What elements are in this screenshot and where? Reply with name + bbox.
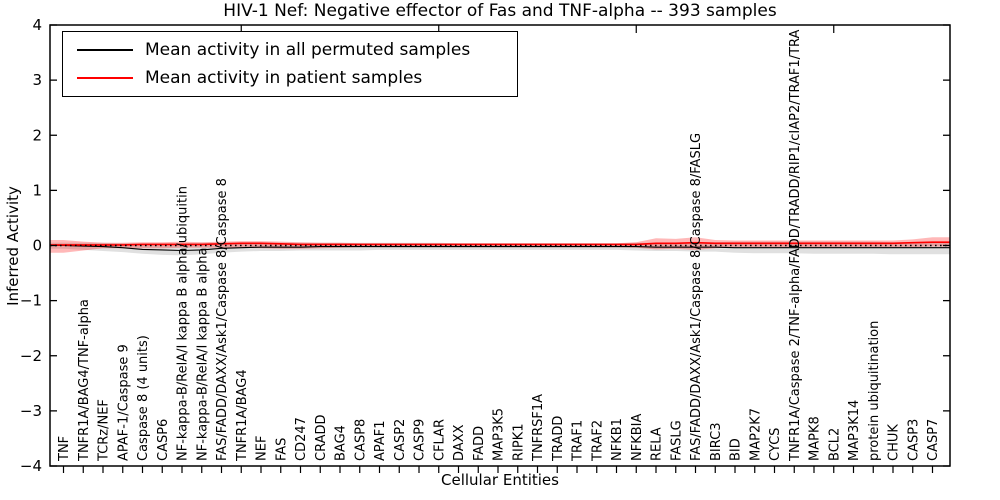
x-tick-label: NFKB1 <box>610 418 625 461</box>
x-tick-label: CASP6 <box>156 419 171 461</box>
x-tick-label: NFKBIA <box>630 414 645 461</box>
patient-mean-line <box>50 241 950 246</box>
permuted-mean-line <box>50 244 950 252</box>
y-tick-label: −1 <box>20 292 42 310</box>
x-tick-label: CASP2 <box>393 419 408 461</box>
x-tick-label: Caspase 8 (4 units) <box>136 335 151 461</box>
x-tick-label: BIRC3 <box>709 423 724 462</box>
x-tick-label: CD247 <box>294 417 309 461</box>
x-tick-label: FAS/FADD/DAXX/Ask1/Caspase 8/Caspase 8 <box>215 178 230 461</box>
x-tick-label: TCRz/NEF <box>97 399 112 462</box>
x-tick-label: FASLG <box>669 420 684 461</box>
x-tick-label: TNFR1A/Caspase 2/TNF-alpha/FADD/TRADD/RI… <box>788 29 803 462</box>
x-tick-label: BAG4 <box>334 425 349 461</box>
x-tick-label: DAXX <box>452 424 467 461</box>
x-tick-label: CYCS <box>768 428 783 461</box>
y-tick-label: −4 <box>20 457 42 475</box>
y-tick-label: 0 <box>32 237 42 255</box>
x-tick-label: TRAF2 <box>590 420 605 462</box>
legend-entry: Mean activity in patient samples <box>63 65 517 91</box>
x-tick-label: NEF <box>255 436 270 461</box>
x-tick-label: MAP3K5 <box>492 408 507 461</box>
x-tick-label: CASP7 <box>926 419 941 461</box>
x-tick-label: CFLAR <box>432 419 447 461</box>
chart-title: HIV-1 Nef: Negative effector of Fas and … <box>223 1 777 21</box>
x-tick-label: CRADD <box>314 415 329 462</box>
x-tick-label: CASP9 <box>413 419 428 461</box>
legend-box: Mean activity in all permuted samples Mea… <box>62 31 518 97</box>
y-tick-label: 2 <box>32 126 42 144</box>
x-tick-label: MAP2K7 <box>748 408 763 461</box>
x-axis-label: Cellular Entities <box>441 471 559 489</box>
x-tick-label: TRADD <box>551 416 566 462</box>
x-tick-label: TRAF1 <box>571 420 586 462</box>
x-tick-label: TNF <box>57 436 72 462</box>
y-tick-label: −2 <box>20 347 42 365</box>
x-tick-label: protein ubiquitination <box>867 321 882 461</box>
x-tick-label: MAP3K14 <box>847 400 862 461</box>
x-tick-label: BID <box>729 438 744 461</box>
y-axis-label: Inferred Activity <box>4 186 22 306</box>
x-tick-label: TNFR1A/BAG4 <box>235 369 250 462</box>
x-tick-label: FADD <box>472 426 487 461</box>
legend-label: Mean activity in all permuted samples <box>145 40 471 60</box>
x-tick-label: CASP3 <box>906 419 921 461</box>
x-tick-label: CHUK <box>887 424 902 461</box>
x-tick-label: APAF-1/Caspase 9 <box>116 344 131 461</box>
x-tick-label: RIPK1 <box>511 423 526 461</box>
x-tick-label: TNFR1A/BAG4/TNF-alpha <box>77 299 92 462</box>
x-tick-label: RELA <box>650 427 665 461</box>
x-tick-label: MAPK8 <box>808 416 823 461</box>
x-tick-label: NF-kappa-B/RelA/I kappa B alpha <box>195 248 210 461</box>
legend-label: Mean activity in patient samples <box>145 68 423 88</box>
y-tick-label: 4 <box>32 16 42 34</box>
patient-line-sample <box>77 77 133 79</box>
x-tick-label: CASP8 <box>353 419 368 461</box>
x-tick-label: NF-kappa-B/RelA/I kappa B alpha/ubiquiti… <box>176 186 191 461</box>
x-tick-label: BCL2 <box>827 428 842 461</box>
x-tick-label: APAF1 <box>373 420 388 461</box>
y-tick-label: −3 <box>20 402 42 420</box>
legend-entry: Mean activity in all permuted samples <box>63 37 517 63</box>
x-tick-label: TNFRSF1A <box>531 394 546 462</box>
y-tick-label: 3 <box>32 71 42 89</box>
x-tick-label: FAS <box>274 438 289 461</box>
x-tick-label: FAS/FADD/DAXX/Ask1/Caspase 8/Caspase 8/F… <box>689 133 704 461</box>
permuted-line-sample <box>77 49 133 51</box>
y-tick-label: 1 <box>32 181 42 199</box>
